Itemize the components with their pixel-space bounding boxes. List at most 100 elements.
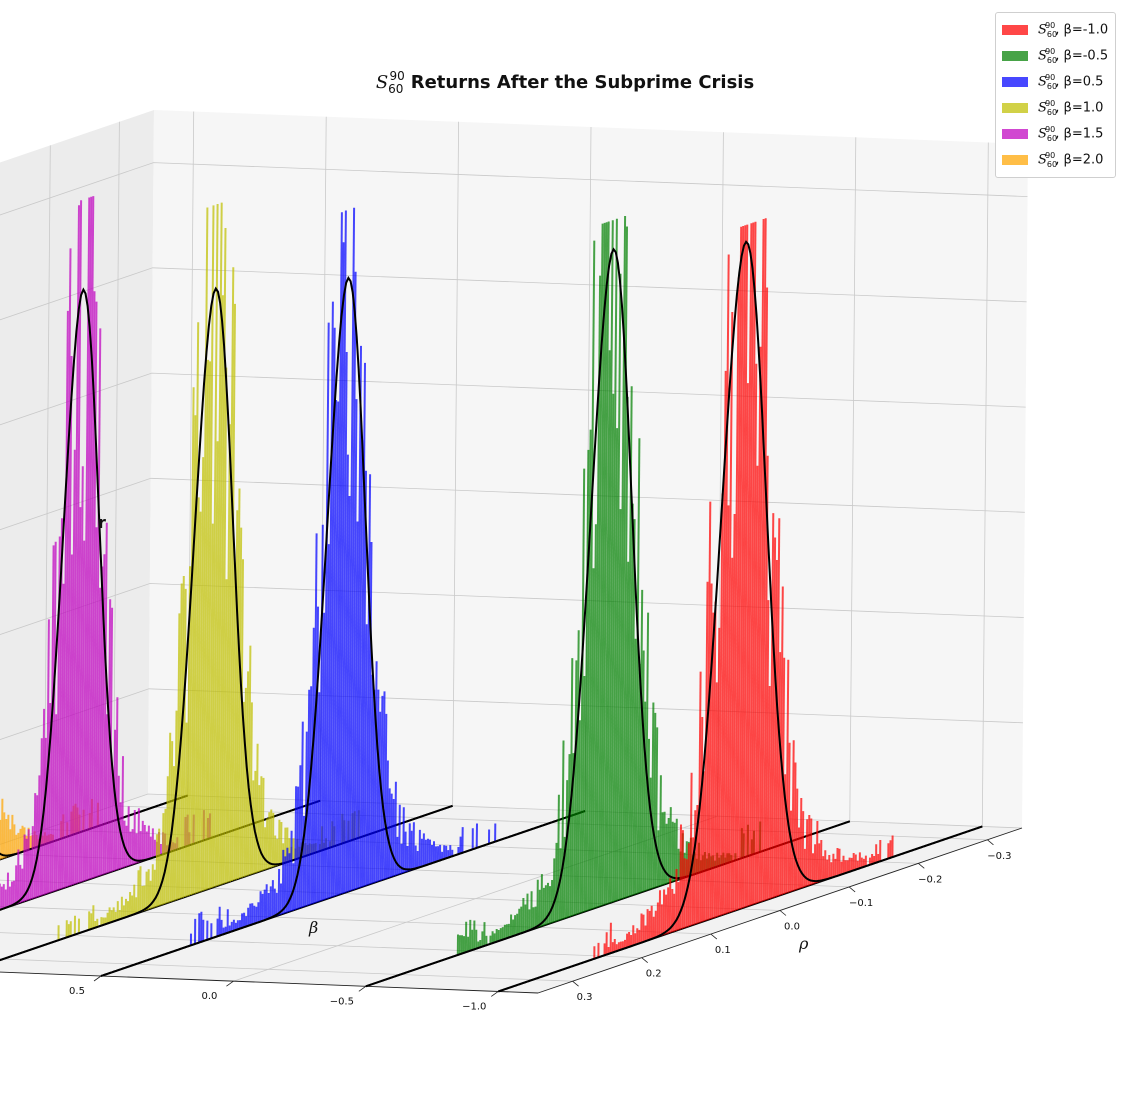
histogram-bar [92,527,98,879]
histogram-bar [281,849,285,915]
histogram-bar [208,523,214,889]
histogram-bar [190,415,197,896]
histogram-bar [59,583,65,890]
histogram-bar [269,809,273,868]
histogram-bar [579,468,586,914]
histogram-bar [628,503,634,897]
histogram-bar [212,441,219,888]
histogram-bar [668,878,672,934]
legend-swatch [1002,155,1028,165]
histogram-bar [773,559,778,898]
chart-title: S6090 Returns After the Subprime Crisis [376,69,754,96]
y-tick-label: 0.5 [69,986,85,997]
histogram-bar [184,722,188,898]
histogram-bar [385,760,389,879]
histogram-bar [180,575,185,899]
histogram-bar [287,853,291,912]
histogram-bar [104,714,109,874]
histogram-bar [673,822,676,882]
histogram-bar [114,697,119,871]
histogram-bar [605,220,614,905]
histogram-bar [216,295,224,886]
histogram-bar [332,401,340,897]
histogram-bar [764,600,770,901]
histogram-bar [218,227,227,886]
x-tick-label: 0.3 [577,992,593,1003]
histogram-bar [777,652,782,897]
histogram-bar [583,449,590,912]
histogram-bar [167,732,172,903]
x-tick [710,933,718,940]
histogram-bar [289,830,293,912]
histogram-bar [35,795,39,898]
histogram-bar [728,557,734,913]
histogram-bar [65,355,73,888]
y-axis-label: β [308,918,318,937]
histogram-bar [23,834,26,902]
histogram-bar [620,226,628,900]
histogram-bar [746,222,755,907]
histogram-bar [84,196,93,881]
histogram-bar [70,449,76,886]
histogram-bar [707,583,713,920]
histogram-bar [63,248,72,888]
x-tick [987,839,994,846]
histogram-bar [752,465,759,905]
histogram-bar [78,466,84,883]
series-beta-0p5 [100,207,586,977]
legend-item: S6090, β=0.5 [1002,69,1109,95]
legend-item: S6090, β=-1.0 [1002,17,1109,43]
histogram-bar [650,702,655,889]
histogram-bar [39,738,43,897]
histogram-bar [758,218,767,903]
histogram-bar [652,712,657,889]
histogram-bar [198,457,205,893]
legend-label: S6090, β=1.5 [1038,125,1104,143]
histogram-bar [194,497,200,894]
histogram-bar [402,807,405,874]
grid-line-x [0,958,573,982]
histogram-bar [785,659,790,894]
legend-label: S6090, β=2.0 [1038,151,1104,169]
histogram-bar [171,766,175,902]
histogram-bar [316,692,321,903]
histogram-bar [768,513,775,899]
histogram-bar [691,837,695,926]
histogram-bar [766,685,771,900]
grid-line-x [0,879,781,911]
histogram-bar [585,429,592,912]
histogram-bar [33,793,37,899]
histogram-bar [86,196,95,881]
histogram-bar [717,493,724,917]
title-superscript: 90 [389,69,404,83]
x-tick-label: 0.1 [715,945,731,956]
histogram-bar [711,601,717,919]
histogram-bar [793,762,797,891]
histogram-bar [169,741,174,902]
histogram-bar [259,776,263,872]
fitted-curve [497,240,983,993]
histogram-bar [267,812,271,869]
histogram-bar [210,203,219,889]
histogram-bar [398,804,401,875]
histogram-bar [51,541,57,892]
histogram-bar [373,661,378,883]
histogram-bar [175,613,181,900]
histogram-bar [324,544,330,900]
histogram-bar [640,650,645,893]
histogram-bar [296,786,300,910]
histogram-bar [748,221,757,906]
y-tick [358,985,367,992]
histogram-bar [338,210,347,895]
legend-label: S6090, β=0.5 [1038,73,1104,91]
histogram-bar [255,743,259,873]
histogram-bar [556,794,560,921]
histogram-bar [353,521,359,890]
histogram-bar [609,218,618,903]
histogram-bar [390,793,393,878]
histogram-bar [365,474,372,886]
histogram-bar [681,830,684,929]
histogram-bar [721,254,730,915]
grid-line-z [0,162,1028,216]
